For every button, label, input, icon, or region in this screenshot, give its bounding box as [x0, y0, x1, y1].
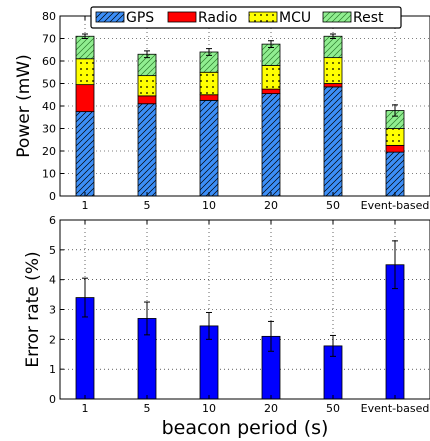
y-tick-label: 80: [42, 10, 56, 23]
y-tick-label: 0: [49, 393, 56, 406]
power-chart: 0 10 20 30 40 50 60 70 80 1 5 10 20 50 Event-based Pow…: [14, 6, 430, 212]
y-tick-label: 6: [49, 214, 56, 227]
bar-radio: [75, 84, 95, 113]
bar-radio: [199, 94, 219, 101]
legend: GPS Radio MCU Rest: [90, 6, 402, 29]
bar-radio: [385, 144, 405, 153]
bar-radio: [261, 88, 281, 95]
y-tick-label: 5: [49, 244, 56, 257]
legend-swatch-mcu: [248, 11, 278, 23]
bar-gps: [323, 86, 343, 197]
error-y-axis-label: Error rate (%): [23, 251, 43, 367]
legend-label-gps: GPS: [126, 10, 154, 26]
y-tick-label: 10: [42, 168, 56, 181]
x-tick-label: 10: [202, 199, 216, 212]
bar-mcu: [199, 71, 219, 96]
x-tick-label: 50: [326, 199, 340, 212]
power-errors: [82, 33, 398, 117]
bar-mcu: [137, 75, 157, 97]
bar-radio: [137, 95, 157, 105]
y-tick-label: 40: [42, 100, 56, 113]
y-tick-label: 20: [42, 145, 56, 158]
bar-radio: [323, 83, 343, 88]
y-tick-label: 1: [49, 363, 56, 376]
bar-gps: [385, 151, 405, 197]
error-ticks: 0 1 2 3 4 5 6 1 5 10 20 50 Event-based: [49, 214, 429, 415]
x-tick-label: 20: [264, 402, 278, 415]
bar-mcu: [323, 57, 343, 84]
y-tick-label: 50: [42, 78, 56, 91]
y-tick-label: 3: [49, 304, 56, 317]
y-tick-label: 2: [49, 333, 56, 346]
legend-label-mcu: MCU: [279, 10, 311, 26]
power-ticks: 0 10 20 30 40 50 60 70 80 1 5 10 20 50 Event-based: [42, 10, 429, 212]
x-tick-label: 5: [144, 402, 151, 415]
x-tick-label: 1: [82, 199, 89, 212]
legend-swatch-radio: [167, 11, 197, 23]
error-grid: [60, 219, 430, 400]
legend-label-rest: Rest: [353, 10, 384, 26]
x-tick-label: 50: [326, 402, 340, 415]
y-tick-label: 0: [49, 190, 56, 203]
legend-swatch-gps: [95, 11, 125, 23]
x-tick-label: 10: [202, 402, 216, 415]
error-errorbars: [82, 240, 398, 357]
bar-gps: [199, 99, 219, 197]
legend-swatch-rest: [322, 11, 352, 23]
y-tick-label: 4: [49, 274, 56, 287]
bar-mcu: [261, 65, 281, 90]
power-grid: [60, 15, 430, 197]
y-tick-label: 70: [42, 33, 56, 46]
legend-label-radio: Radio: [198, 10, 237, 26]
bar-mcu: [385, 128, 405, 146]
y-tick-label: 30: [42, 123, 56, 136]
power-y-axis-label: Power (mW): [14, 54, 34, 157]
error-bars: [75, 264, 405, 400]
x-axis-label: beacon period (s): [162, 417, 329, 439]
power-bars: [75, 35, 405, 197]
x-tick-label: 5: [144, 199, 151, 212]
y-tick-label: 60: [42, 55, 56, 68]
error-rate-chart: 0 1 2 3 4 5 6 1 5 10 20 50 Event-based Error rate (%…: [23, 214, 430, 439]
bar-gps: [261, 93, 281, 197]
bar-gps: [137, 103, 157, 197]
x-tick-label: 1: [82, 402, 89, 415]
x-tick-label: Event-based: [361, 402, 430, 415]
bar-gps: [75, 111, 95, 197]
x-tick-label: Event-based: [361, 199, 430, 212]
bar-mcu: [75, 58, 95, 86]
bar-rest: [75, 35, 95, 60]
bar-rest: [323, 35, 343, 59]
x-tick-label: 20: [264, 199, 278, 212]
